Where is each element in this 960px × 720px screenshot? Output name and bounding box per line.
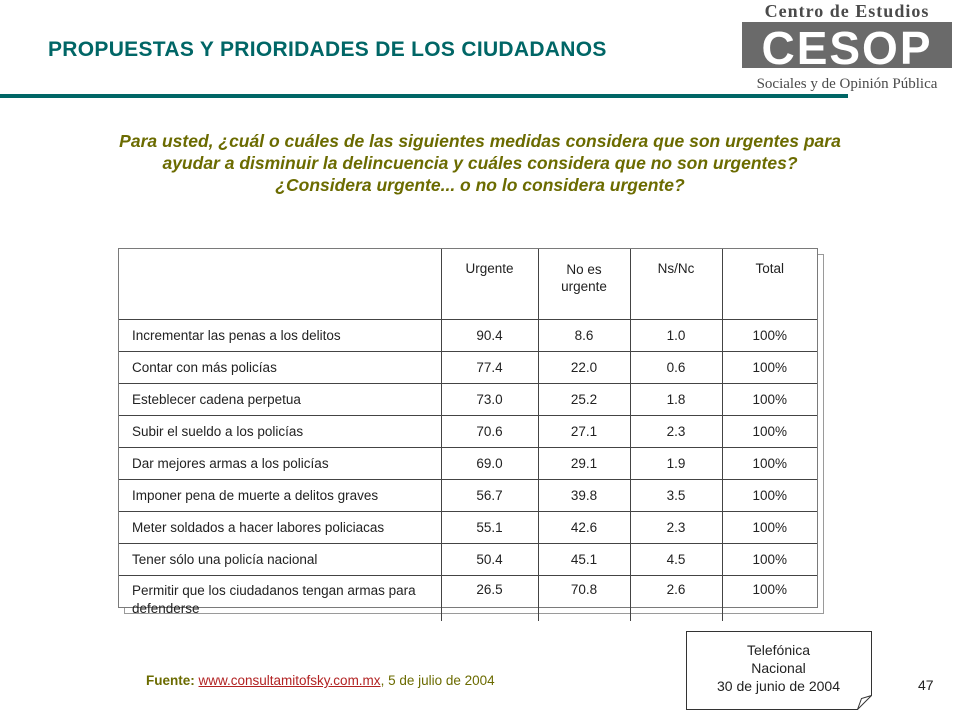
- cell-nsnc: 2.3: [629, 511, 722, 544]
- survey-note-box: Telefónica Nacional 30 de junio de 2004: [686, 631, 872, 710]
- table-row: Imponer pena de muerte a delitos graves …: [119, 479, 817, 512]
- header-measure: [119, 249, 441, 320]
- cell-total: 100%: [721, 575, 817, 621]
- table-row: Contar con más policías 77.4 22.0 0.6 10…: [119, 351, 817, 384]
- note-frame: [686, 631, 872, 710]
- logo-bottom-text: Sociales y de Opinión Pública: [757, 76, 938, 92]
- cell-no-urgente: 25.2: [537, 383, 630, 416]
- cell-no-urgente: 39.8: [537, 479, 630, 512]
- cell-total: 100%: [721, 351, 817, 384]
- title-divider: [0, 94, 848, 98]
- cell-urgente: 55.1: [440, 511, 538, 544]
- table-row: Subir el sueldo a los policías 70.6 27.1…: [119, 415, 817, 448]
- cell-total: 100%: [721, 511, 817, 544]
- source-citation: Fuente: www.consultamitofsky.com.mx, 5 d…: [146, 673, 495, 688]
- row-label: Subir el sueldo a los policías: [119, 415, 441, 448]
- cell-no-urgente: 70.8: [537, 575, 630, 621]
- page-title: PROPUESTAS Y PRIORIDADES DE LOS CIUDADAN…: [48, 38, 607, 61]
- page-number: 47: [918, 677, 934, 693]
- question-line-1: Para usted, ¿cuál o cuáles de las siguie…: [119, 131, 841, 151]
- logo-acronym: CESOP: [761, 22, 932, 74]
- table-row: Esteblecer cadena perpetua 73.0 25.2 1.8…: [119, 383, 817, 416]
- table-row: Permitir que los ciudadanos tengan armas…: [119, 575, 817, 621]
- cell-total: 100%: [721, 543, 817, 576]
- cell-nsnc: 1.9: [629, 447, 722, 480]
- header-urgente: Urgente: [440, 249, 538, 320]
- table-row: Meter soldados a hacer labores policiaca…: [119, 511, 817, 544]
- cell-no-urgente: 45.1: [537, 543, 630, 576]
- table-row: Tener sólo una policía nacional 50.4 45.…: [119, 543, 817, 576]
- cell-urgente: 70.6: [440, 415, 538, 448]
- source-link[interactable]: www.consultamitofsky.com.mx: [198, 673, 381, 688]
- table-row: Dar mejores armas a los policías 69.0 29…: [119, 447, 817, 480]
- cell-urgente: 50.4: [440, 543, 538, 576]
- cell-nsnc: 1.8: [629, 383, 722, 416]
- row-label: Permitir que los ciudadanos tengan armas…: [132, 583, 416, 616]
- note-line-1: Telefónica: [746, 642, 811, 658]
- row-label: Contar con más policías: [119, 351, 441, 384]
- row-label: Dar mejores armas a los policías: [119, 447, 441, 480]
- cesop-logo: Centro de Estudios CESOP Sociales y de O…: [742, 1, 952, 92]
- cell-urgente: 56.7: [440, 479, 538, 512]
- cell-nsnc: 0.6: [629, 351, 722, 384]
- cell-urgente: 26.5: [440, 575, 538, 621]
- row-label: Meter soldados a hacer labores policiaca…: [119, 511, 441, 544]
- cell-no-urgente: 42.6: [537, 511, 630, 544]
- cell-urgente: 69.0: [440, 447, 538, 480]
- cell-total: 100%: [721, 319, 817, 352]
- header-nsnc: Ns/Nc: [629, 249, 722, 320]
- header-total: Total: [721, 249, 817, 320]
- cell-no-urgente: 22.0: [537, 351, 630, 384]
- note-text: Telefónica Nacional 30 de junio de 2004: [686, 641, 871, 695]
- table-header-row: Urgente No es urgente Ns/Nc Total: [119, 249, 817, 320]
- cell-urgente: 73.0: [440, 383, 538, 416]
- survey-question: Para usted, ¿cuál o cuáles de las siguie…: [30, 130, 930, 196]
- results-table-frame: Urgente No es urgente Ns/Nc Total Increm…: [118, 248, 818, 621]
- table-row: Incrementar las penas a los delitos 90.4…: [119, 319, 817, 352]
- note-line-2: Nacional: [751, 660, 806, 676]
- row-label: Tener sólo una policía nacional: [119, 543, 441, 576]
- cell-total: 100%: [721, 479, 817, 512]
- cell-total: 100%: [721, 415, 817, 448]
- results-table: Urgente No es urgente Ns/Nc Total Increm…: [119, 249, 817, 621]
- cell-total: 100%: [721, 383, 817, 416]
- cell-no-urgente: 29.1: [537, 447, 630, 480]
- header-no-urgente-text: No es urgente: [561, 262, 607, 294]
- cell-total: 100%: [721, 447, 817, 480]
- source-date: , 5 de julio de 2004: [380, 673, 495, 688]
- source-label: Fuente:: [146, 673, 195, 688]
- cell-urgente: 90.4: [440, 319, 538, 352]
- cell-nsnc: 1.0: [629, 319, 722, 352]
- cell-nsnc: 3.5: [629, 479, 722, 512]
- cell-nsnc: 2.6: [629, 575, 722, 621]
- logo-top-text: Centro de Estudios: [765, 1, 930, 21]
- question-line-3: ¿Considera urgente... o no lo considera …: [275, 175, 685, 195]
- cell-nsnc: 2.3: [629, 415, 722, 448]
- note-line-3: 30 de junio de 2004: [717, 678, 840, 694]
- cell-no-urgente: 27.1: [537, 415, 630, 448]
- cell-nsnc: 4.5: [629, 543, 722, 576]
- row-label: Esteblecer cadena perpetua: [119, 383, 441, 416]
- row-label: Incrementar las penas a los delitos: [119, 319, 441, 352]
- cell-urgente: 77.4: [440, 351, 538, 384]
- row-label: Imponer pena de muerte a delitos graves: [119, 479, 441, 512]
- header-no-urgente: No es urgente: [537, 249, 630, 320]
- question-line-2: ayudar a disminuir la delincuencia y cuá…: [162, 153, 798, 173]
- cell-no-urgente: 8.6: [537, 319, 630, 352]
